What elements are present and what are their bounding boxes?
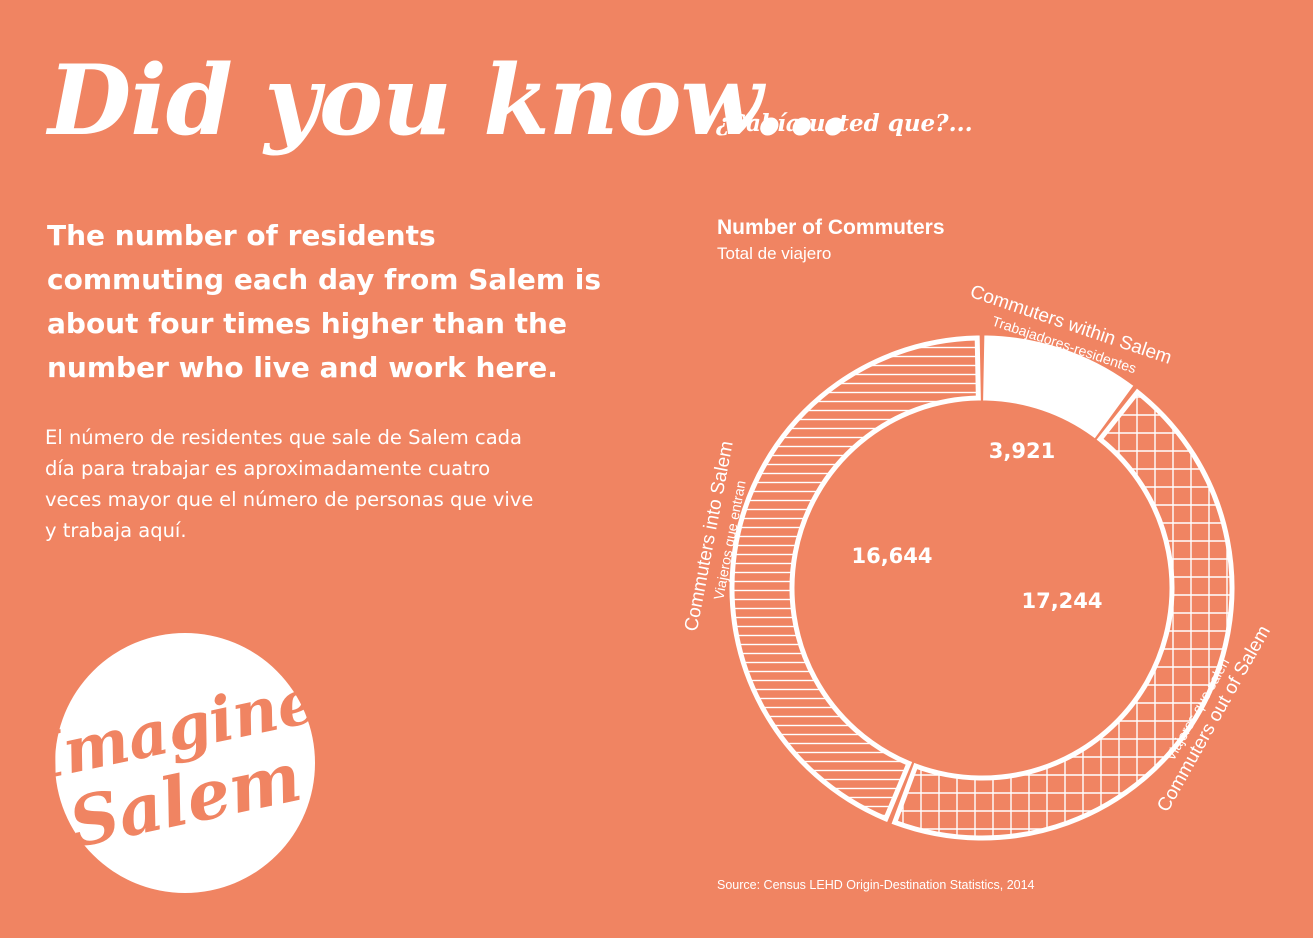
fact-spanish-line: El número de residentes que sale de Sale…	[45, 426, 522, 449]
fact-spanish: El número de residentes que sale de Sale…	[45, 422, 585, 546]
fact-english-line: The number of residents	[47, 219, 436, 252]
imagine-salem-logo: Imagine Salem	[40, 633, 323, 893]
fact-english: The number of residents commuting each d…	[47, 214, 627, 390]
donut-slice	[983, 335, 1134, 439]
donut-slice	[729, 335, 981, 823]
chart-source: Source: Census LEHD Origin-Destination S…	[717, 878, 1035, 892]
headline: Did you know...	[48, 44, 851, 157]
fact-english-line: about four times higher than the	[47, 307, 567, 340]
data-label: 16,644	[851, 544, 932, 568]
fact-spanish-line: y trabaja aquí.	[45, 519, 187, 542]
chart-subtitle: Total de viajero	[717, 244, 832, 263]
fact-english-line: number who live and work here.	[47, 351, 558, 384]
fact-spanish-line: día para trabajar es aproximadamente cua…	[45, 457, 491, 480]
data-label: 17,244	[1021, 589, 1102, 613]
fact-spanish-line: veces mayor que el número de personas qu…	[45, 488, 534, 511]
logo-circle	[55, 633, 315, 893]
fact-english-line: commuting each day from Salem is	[47, 263, 602, 296]
donut-slice	[891, 388, 1235, 841]
data-label: 3,921	[989, 439, 1055, 463]
chart-title: Number of Commuters	[717, 216, 945, 239]
headline-spanish: ¿Sabía usted que?...	[716, 110, 973, 137]
